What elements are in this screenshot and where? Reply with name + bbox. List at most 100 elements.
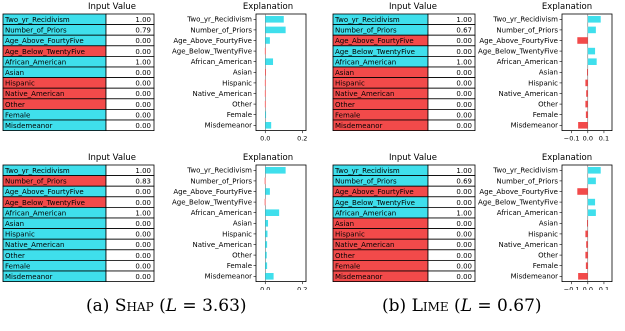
feature-name: Native_American	[335, 241, 394, 249]
input-value: 0.00	[456, 69, 472, 77]
input-value: 0.00	[456, 231, 472, 239]
y-tick-label: Female	[227, 111, 252, 119]
bar	[265, 209, 280, 216]
input-value: 0.00	[135, 69, 151, 77]
y-tick-label: Two_yr_Recidivism	[186, 16, 252, 24]
y-tick-label: Age_Below_TwentyFive	[478, 199, 558, 207]
feature-name: African_American	[335, 58, 396, 66]
input-value: 0.00	[135, 252, 151, 260]
y-tick-label: Age_Above_FourtyFive	[479, 188, 558, 196]
input-value: 0.00	[135, 90, 151, 98]
y-tick-label: Age_Below_TwentyFive	[478, 48, 558, 56]
input-value: 0.00	[135, 220, 151, 228]
feature-name: Native_American	[5, 90, 64, 98]
y-tick-label: Two_yr_Recidivism	[492, 16, 558, 24]
explanation-title: Explanation	[243, 2, 293, 12]
bar	[265, 37, 270, 44]
feature-name: Age_Above_FourtyFive	[5, 37, 84, 45]
y-tick-label: Other	[538, 101, 558, 109]
bar	[585, 251, 588, 259]
bar	[265, 69, 266, 76]
input-value: 1.00	[456, 58, 472, 66]
feature-name: Two_yr_Recidivism	[334, 16, 400, 24]
x-tick-label: 0.0	[583, 135, 593, 143]
feature-name: Hispanic	[5, 231, 35, 239]
bar	[587, 198, 596, 206]
figure: Input Value Explanation Two_yr_Recidivism 1…	[2, 2, 613, 290]
bar	[586, 241, 588, 248]
feature-name: Misdemeanor	[335, 122, 383, 130]
bar	[265, 16, 284, 23]
panel-2: Input Value Explanation Two_yr_Recidivism 1…	[332, 2, 613, 143]
feature-name: Native_American	[5, 241, 64, 249]
bar	[585, 100, 588, 108]
y-tick-label: Misdemeanor	[205, 273, 253, 281]
input-value-header: Input Value	[389, 2, 437, 12]
feature-name: Two_yr_Recidivism	[4, 16, 70, 24]
feature-name: Female	[5, 111, 30, 119]
bar	[265, 111, 267, 118]
y-tick-label: Number_of_Priors	[496, 177, 558, 185]
bar	[265, 241, 268, 248]
feature-name: Age_Above_FourtyFive	[335, 188, 414, 196]
y-tick-label: Female	[227, 262, 252, 270]
input-value: 0.00	[456, 199, 472, 207]
input-value: 0.00	[135, 231, 151, 239]
input-value: 1.00	[456, 167, 472, 175]
value-cell	[105, 119, 155, 132]
input-value: 1.00	[135, 16, 151, 24]
input-value: 0.00	[456, 262, 472, 270]
bar	[587, 220, 588, 227]
input-value: 0.00	[456, 101, 472, 109]
input-value: 0.00	[456, 37, 472, 45]
y-tick-label: Number_of_Priors	[190, 177, 252, 185]
bar	[578, 122, 588, 129]
bar	[577, 188, 588, 195]
feature-name: Hispanic	[5, 80, 35, 88]
feature-name: Hispanic	[335, 231, 365, 239]
y-tick-label: Asian	[233, 69, 252, 77]
feature-name: Hispanic	[335, 80, 365, 88]
y-tick-label: Native_American	[499, 90, 558, 98]
feature-name: Age_Below_TwentyFive	[335, 199, 415, 207]
input-value: 0.69	[456, 178, 472, 186]
x-tick-label: −0.1	[564, 135, 580, 143]
bar	[585, 111, 588, 118]
y-tick-label: Misdemeanor	[511, 122, 559, 130]
input-value: 0.00	[135, 262, 151, 270]
panel-1: Input Value Explanation Two_yr_Recidivism 1…	[2, 2, 307, 143]
feature-name: Number_of_Priors	[5, 178, 67, 186]
x-tick-label: 0.0	[260, 135, 270, 143]
input-value: 0.00	[135, 241, 151, 249]
bar	[587, 209, 596, 216]
input-value-header: Input Value	[88, 2, 136, 12]
feature-name: Two_yr_Recidivism	[4, 167, 70, 175]
y-tick-label: Age_Above_FourtyFive	[173, 37, 252, 45]
y-tick-label: Age_Below_TwentyFive	[172, 48, 252, 56]
y-tick-label: Native_American	[193, 241, 252, 249]
feature-name: Misdemeanor	[5, 273, 53, 281]
input-value: 1.00	[456, 16, 472, 24]
bar	[577, 37, 588, 44]
bar	[265, 230, 268, 238]
feature-name: Female	[5, 262, 30, 270]
y-tick-label: Age_Above_FourtyFive	[479, 37, 558, 45]
bar	[265, 220, 269, 227]
feature-name: Other	[335, 101, 355, 109]
bar	[585, 230, 588, 238]
bar	[265, 251, 267, 259]
feature-name: Misdemeanor	[335, 273, 383, 281]
bar	[264, 198, 266, 206]
feature-name: Other	[5, 252, 25, 260]
input-value: 0.00	[135, 188, 151, 196]
input-value: 0.00	[135, 199, 151, 207]
input-value: 0.00	[456, 48, 472, 56]
feature-name: Female	[335, 111, 360, 119]
value-cell	[427, 119, 476, 132]
input-value: 0.00	[135, 37, 151, 45]
feature-name: Asian	[335, 69, 354, 77]
bar	[265, 273, 274, 280]
input-value: 0.67	[456, 27, 472, 35]
bar	[264, 90, 266, 97]
x-tick-label: −0.1	[564, 286, 580, 290]
